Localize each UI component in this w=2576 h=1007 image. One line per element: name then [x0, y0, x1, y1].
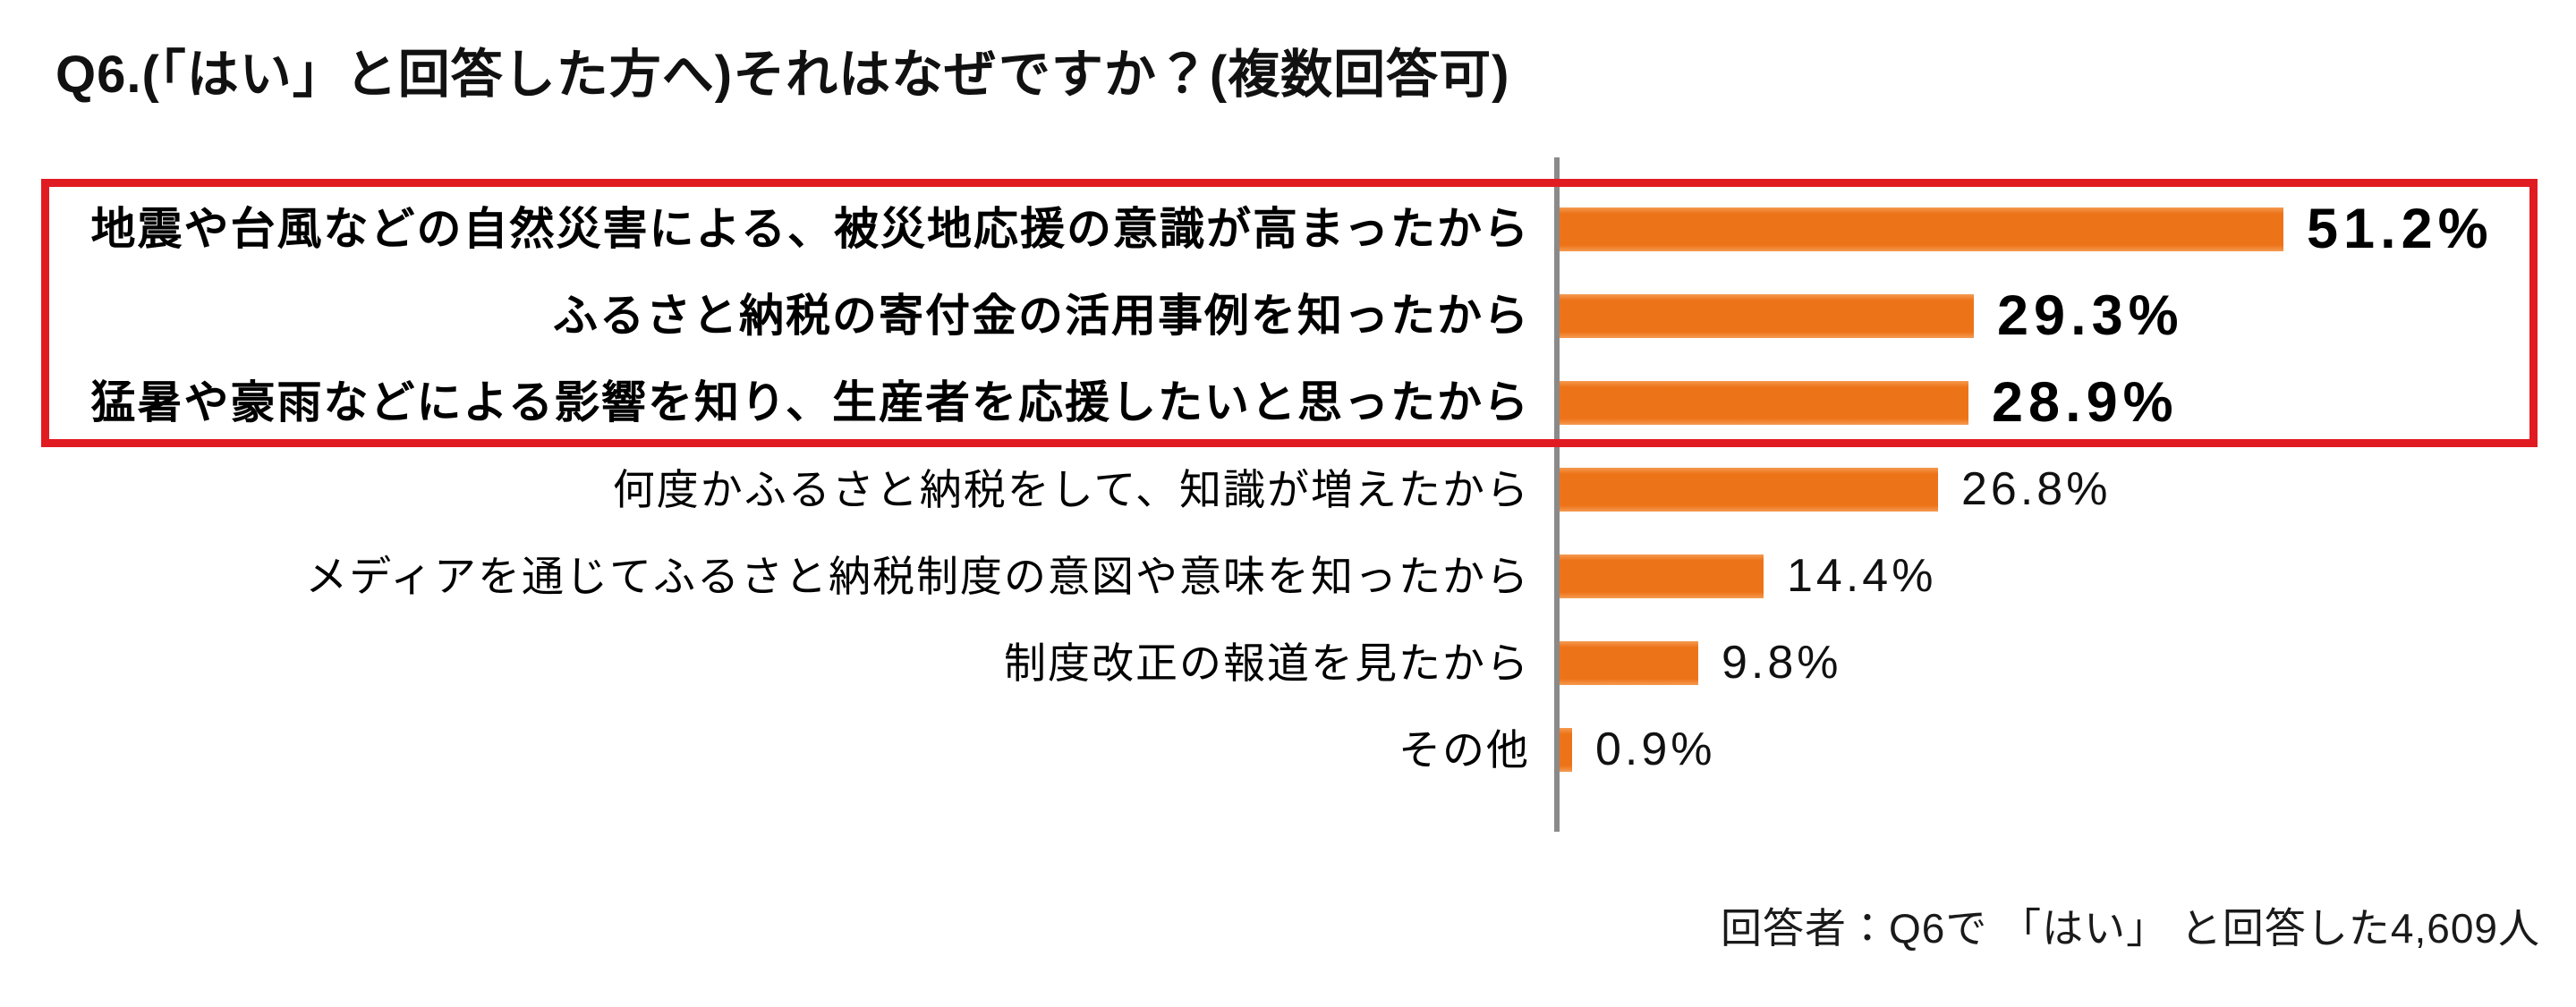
value-label: 0.9%	[1595, 724, 1716, 775]
bar	[1560, 728, 1572, 772]
baseline-axis	[1554, 157, 1560, 832]
value-label: 14.4%	[1787, 550, 1937, 602]
respondent-note: 回答者：Q6で 「はい」 と回答した4,609人	[1720, 905, 2540, 952]
value-label: 9.8%	[1722, 637, 1842, 689]
value-label: 29.3%	[1997, 284, 2184, 347]
category-label: ふるさと納税の寄付金の活用事例を知ったから	[553, 291, 1530, 341]
category-label: 制度改正の報道を見たから	[1004, 639, 1530, 687]
category-label: その他	[1399, 726, 1530, 774]
bar-row: 地震や台風などの自然災害による、被災地応援の意識が高まったから 51.2%	[0, 198, 2576, 260]
bar-row: 制度改正の報道を見たから 9.8%	[0, 637, 2576, 689]
value-label: 28.9%	[1992, 371, 2179, 434]
bar	[1560, 468, 1938, 512]
bar-row: ふるさと納税の寄付金の活用事例を知ったから 29.3%	[0, 284, 2576, 347]
bar	[1560, 294, 1974, 338]
bar	[1560, 641, 1698, 685]
top3-highlight-box	[41, 179, 2538, 447]
category-label: 何度かふるさと納税をして、知識が増えたから	[612, 466, 1530, 513]
bar-row: メディアを通じてふるさと納税制度の意図や意味を知ったから 14.4%	[0, 550, 2576, 602]
bar-row: 何度かふるさと納税をして、知識が増えたから 26.8%	[0, 463, 2576, 515]
bar	[1560, 554, 1764, 598]
category-label: メディアを通じてふるさと納税制度の意図や意味を知ったから	[305, 553, 1530, 600]
bar	[1560, 207, 2283, 251]
value-label: 26.8%	[1961, 463, 2112, 515]
bar	[1560, 381, 1968, 425]
bar-row: その他 0.9%	[0, 724, 2576, 775]
bar-row: 猛暑や豪雨などによる影響を知り、生産者を応援したいと思ったから 28.9%	[0, 371, 2576, 434]
value-label: 51.2%	[2307, 198, 2494, 260]
category-label: 猛暑や豪雨などによる影響を知り、生産者を応援したいと思ったから	[90, 377, 1530, 427]
category-label: 地震や台風などの自然災害による、被災地応援の意識が高まったから	[90, 204, 1530, 254]
chart-title: Q6.(「はい」と回答した方へ)それはなぜですか？(複数回答可)	[55, 46, 1510, 104]
